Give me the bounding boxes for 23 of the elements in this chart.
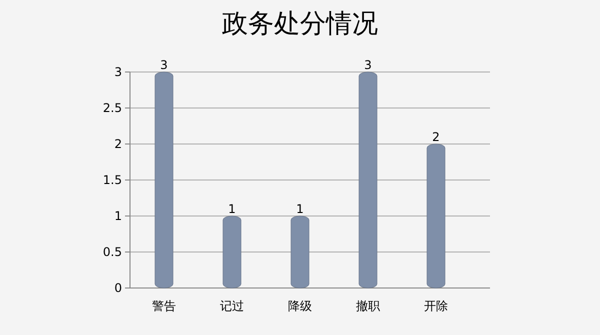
y-tick-label: 3	[114, 65, 122, 80]
bar	[154, 72, 174, 288]
x-tick-label: 撤职	[356, 299, 380, 313]
x-tick-label: 降级	[288, 299, 312, 313]
y-tick-label: 0	[114, 281, 122, 296]
y-tick-label: 1.5	[102, 173, 122, 188]
x-tick-label: 记过	[220, 299, 244, 313]
y-tick-label: 2	[114, 137, 122, 152]
y-tick-label: 0.5	[102, 245, 122, 260]
data-label: 3	[160, 58, 168, 72]
bar	[222, 216, 242, 288]
y-tick-label: 2.5	[102, 101, 122, 116]
bar	[426, 144, 446, 288]
bar	[290, 216, 310, 288]
data-label: 2	[432, 130, 440, 144]
x-tick-label: 开除	[424, 299, 448, 313]
data-label: 3	[364, 58, 372, 72]
bar	[358, 72, 378, 288]
data-label: 1	[296, 202, 304, 216]
chart-title: 政务处分情况	[222, 9, 378, 39]
data-label: 1	[228, 202, 236, 216]
y-tick-label: 1	[114, 209, 122, 224]
x-tick-label: 警告	[152, 299, 176, 313]
